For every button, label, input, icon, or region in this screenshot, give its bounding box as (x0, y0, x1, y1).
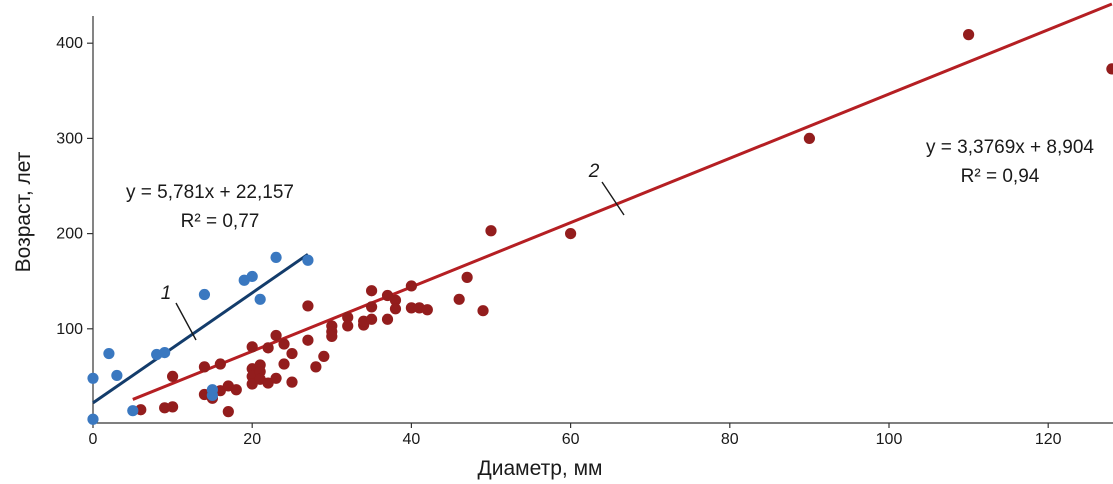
series-2-point (366, 285, 378, 297)
x-tick-label: 100 (876, 431, 903, 448)
series-1-point (159, 347, 171, 359)
series-2-point (286, 376, 298, 388)
series-1-point (254, 293, 266, 305)
series-1-point (87, 372, 99, 384)
series-2-point (262, 342, 274, 354)
y-tick-label: 100 (56, 321, 83, 338)
y-tick-label: 200 (56, 226, 83, 243)
trendline-2 (132, 2, 1113, 401)
tick-labels: 100 200 300 400 0 20 40 60 80 100 120 (56, 35, 1061, 448)
series-2-point (461, 271, 473, 283)
series-1-point (127, 405, 139, 417)
series-2-point (381, 313, 394, 325)
series-2-point (310, 361, 322, 373)
series-2-point (803, 132, 816, 144)
series-1-point (246, 270, 258, 283)
series-2-point (318, 350, 330, 363)
series-1-point (103, 347, 115, 360)
series-2-point (1106, 63, 1113, 75)
series-2-point (278, 338, 290, 350)
series-1-point (302, 254, 314, 266)
series-2-point (366, 301, 378, 313)
trendline-1-equation: y = 5,781x + 22,157 (126, 182, 294, 203)
series-2-leader-line (601, 181, 625, 216)
trendline-1-r2: R² = 0,77 (181, 211, 260, 232)
series-2-point (453, 293, 465, 305)
series-1-leader-line (175, 302, 197, 341)
series-2-point (389, 294, 402, 306)
series-2-point (342, 320, 354, 332)
series-2-point (477, 305, 489, 317)
series-2-point (302, 300, 314, 312)
x-tick-label: 60 (562, 431, 580, 448)
series-1-point (87, 413, 99, 425)
series-2-point (246, 341, 258, 353)
trendlines (92, 2, 1113, 405)
series-2-point (405, 280, 417, 292)
series-2-point (326, 330, 338, 343)
series-2-point (286, 347, 298, 360)
series-2-point (278, 358, 290, 370)
series-2-point (167, 370, 179, 382)
series-1-point (270, 251, 282, 263)
x-tick-label: 40 (403, 431, 421, 448)
series-1-point (111, 369, 123, 382)
series-2-point (230, 384, 242, 396)
trendline-2-r2: R² = 0,94 (961, 166, 1040, 187)
x-axis-title: Диаметр, мм (478, 457, 603, 480)
series-2-point (421, 304, 433, 316)
series-2-point (214, 358, 226, 370)
y-tick-label: 300 (56, 130, 83, 147)
y-axis-title: Возраст, лет (12, 151, 35, 272)
series-2-point (963, 29, 975, 41)
series-2-point (302, 334, 314, 346)
series-2-label: 2 (588, 161, 600, 182)
series-2-point (198, 361, 211, 373)
trendline-2-equation: y = 3,3769x + 8,904 (926, 137, 1094, 158)
series-1-label: 1 (161, 283, 172, 304)
x-tick-label: 120 (1035, 431, 1062, 448)
series-2-point (222, 406, 234, 418)
series-1-point (206, 389, 218, 402)
series-2-point (405, 302, 417, 314)
series-2-point (389, 303, 402, 315)
series-2-point (167, 401, 179, 413)
series-2-point (342, 311, 354, 323)
series-2-point (565, 228, 577, 240)
series-2-point (270, 329, 282, 342)
series-1-point (198, 288, 211, 301)
x-tick-label: 80 (721, 431, 739, 448)
x-tick-label: 20 (243, 431, 261, 448)
series-2-point (366, 313, 378, 325)
series-2-point (485, 225, 497, 237)
axes (87, 16, 1113, 428)
series-2-point (270, 372, 282, 384)
x-tick-label: 0 (89, 431, 98, 448)
trendline-1 (92, 253, 309, 405)
y-tick-label: 400 (56, 35, 83, 52)
data-points (87, 29, 1113, 425)
